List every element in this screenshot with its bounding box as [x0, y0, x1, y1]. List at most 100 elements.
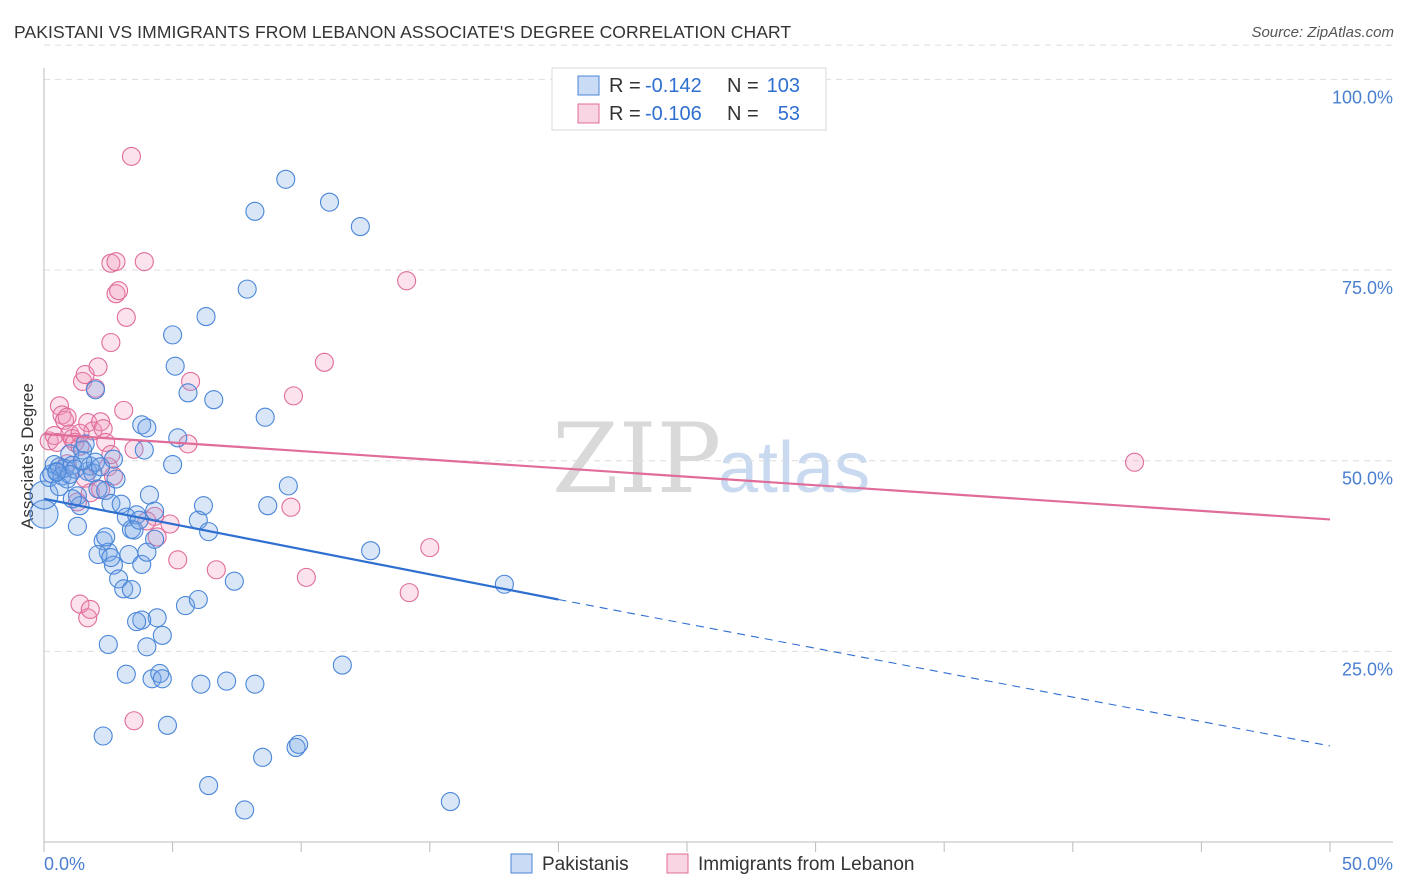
pakistanis-point	[150, 663, 170, 684]
legend-swatch-lebanon	[577, 103, 600, 124]
pakistanis-point	[67, 516, 87, 536]
pakistanis-point	[124, 520, 144, 540]
pakistanis-point	[245, 674, 265, 694]
pakistanis-point	[103, 449, 123, 469]
pakistanis-point	[147, 608, 167, 628]
lebanon-point	[296, 567, 316, 587]
pakistanis-point	[178, 383, 198, 403]
lebanon-point	[420, 538, 440, 558]
legend-swatch-pakistanis	[577, 75, 600, 96]
pakistanis-point	[163, 454, 183, 475]
pakistanis-point	[204, 390, 224, 410]
pakistanis-point	[350, 217, 370, 237]
lebanon-point	[397, 271, 417, 291]
bottom-legend-swatch-lebanon	[666, 853, 689, 874]
y-axis-title: Associate's Degree	[18, 383, 37, 529]
pakistanis-point	[235, 800, 255, 820]
lebanon-point	[283, 386, 304, 406]
trend-line-pakistanis	[43, 497, 559, 601]
pakistanis-point	[114, 579, 134, 599]
x-tick-label-max: 50.0%	[1342, 854, 1393, 874]
pakistanis-point	[137, 418, 157, 438]
pakistanis-point	[253, 747, 273, 767]
pakistanis-point	[106, 469, 126, 489]
legend-r-value-2: -0.106	[645, 103, 702, 125]
lebanon-point	[124, 711, 144, 731]
pakistanis-point	[139, 485, 160, 505]
chart-title: PAKISTANI VS IMMIGRANTS FROM LEBANON ASS…	[14, 22, 792, 42]
pakistanis-point	[132, 415, 152, 435]
pakistanis-point	[49, 477, 69, 497]
pakistanis-point	[93, 726, 113, 746]
legend-r-label-2: R =	[609, 103, 641, 125]
pakistanis-point	[121, 580, 141, 600]
pakistanis-point	[145, 529, 165, 549]
lebanon-point	[206, 560, 226, 580]
pakistanis-point	[134, 440, 154, 460]
pakistanis-point	[88, 479, 108, 499]
pakistanis-point	[319, 192, 340, 212]
trend-lines	[43, 432, 1331, 747]
y-tick-labels: 25.0% 50.0% 75.0% 100.0%	[1332, 87, 1393, 679]
pakistanis-point	[98, 634, 118, 655]
pakistanis-point	[332, 655, 352, 675]
pakistanis-point	[188, 589, 208, 610]
lebanon-point	[109, 281, 129, 301]
pakistanis-point	[245, 201, 265, 221]
watermark-zip: ZIP	[552, 403, 721, 515]
lebanon-point	[281, 497, 301, 517]
pakistanis-point	[276, 169, 296, 189]
gridlines	[44, 44, 1393, 652]
legend-box	[551, 67, 827, 131]
pakistanis-point	[145, 501, 165, 521]
y-tick-label: 50.0%	[1342, 469, 1393, 489]
lebanon-point	[399, 583, 419, 603]
pakistanis-point	[289, 734, 309, 754]
pakistanis-point	[96, 527, 116, 547]
lebanon-point	[101, 332, 121, 353]
pakistanis-point	[152, 625, 172, 645]
correlation-legend: R = -0.142 N = 103 R = -0.106 N = 53	[551, 67, 827, 131]
lebanon-point	[106, 284, 126, 304]
y-tick-label: 100.0%	[1332, 87, 1393, 107]
pakistanis-point	[286, 737, 306, 757]
pakistanis-point	[152, 669, 172, 689]
lebanon-point	[114, 400, 134, 420]
lebanon-point	[57, 407, 77, 427]
pakistanis-point	[163, 325, 183, 345]
lebanon-point	[1124, 452, 1145, 472]
lebanon-point	[39, 431, 59, 451]
source-label: Source: ZipAtlas.com	[1251, 24, 1394, 41]
lebanon-point	[134, 252, 154, 272]
pakistanis-point	[157, 715, 178, 735]
lebanon-point	[168, 550, 188, 570]
legend-n-value-1: 103	[767, 75, 800, 97]
pakistanis-point	[191, 674, 211, 694]
pakistanis-point	[85, 380, 105, 400]
legend-n-value-2: 53	[778, 103, 800, 125]
pakistanis-point	[278, 476, 298, 496]
pakistanis-point	[237, 279, 257, 299]
pakistanis-point	[132, 554, 152, 574]
pakistanis-point	[196, 307, 216, 327]
pakistanis-point	[137, 637, 157, 657]
lebanon-point	[121, 146, 141, 166]
pakistanis-point	[224, 571, 244, 591]
series-lebanon-points	[39, 146, 1145, 731]
pakistanis-point	[127, 612, 147, 632]
lebanon-point	[106, 252, 126, 272]
pakistanis-point	[258, 496, 278, 516]
pakistanis-point	[361, 541, 381, 561]
pakistanis-point	[109, 569, 129, 589]
lebanon-point	[181, 371, 201, 391]
watermark-atlas: atlas	[718, 428, 870, 508]
trend-line-pakistanis-extension	[558, 598, 1331, 747]
trend-line-lebanon	[43, 432, 1331, 521]
lebanon-point	[65, 432, 85, 452]
lebanon-point	[80, 599, 100, 619]
y-tick-label: 25.0%	[1342, 659, 1393, 679]
pakistanis-point	[199, 776, 219, 796]
pakistanis-point	[165, 356, 185, 376]
pakistanis-point	[255, 407, 275, 427]
